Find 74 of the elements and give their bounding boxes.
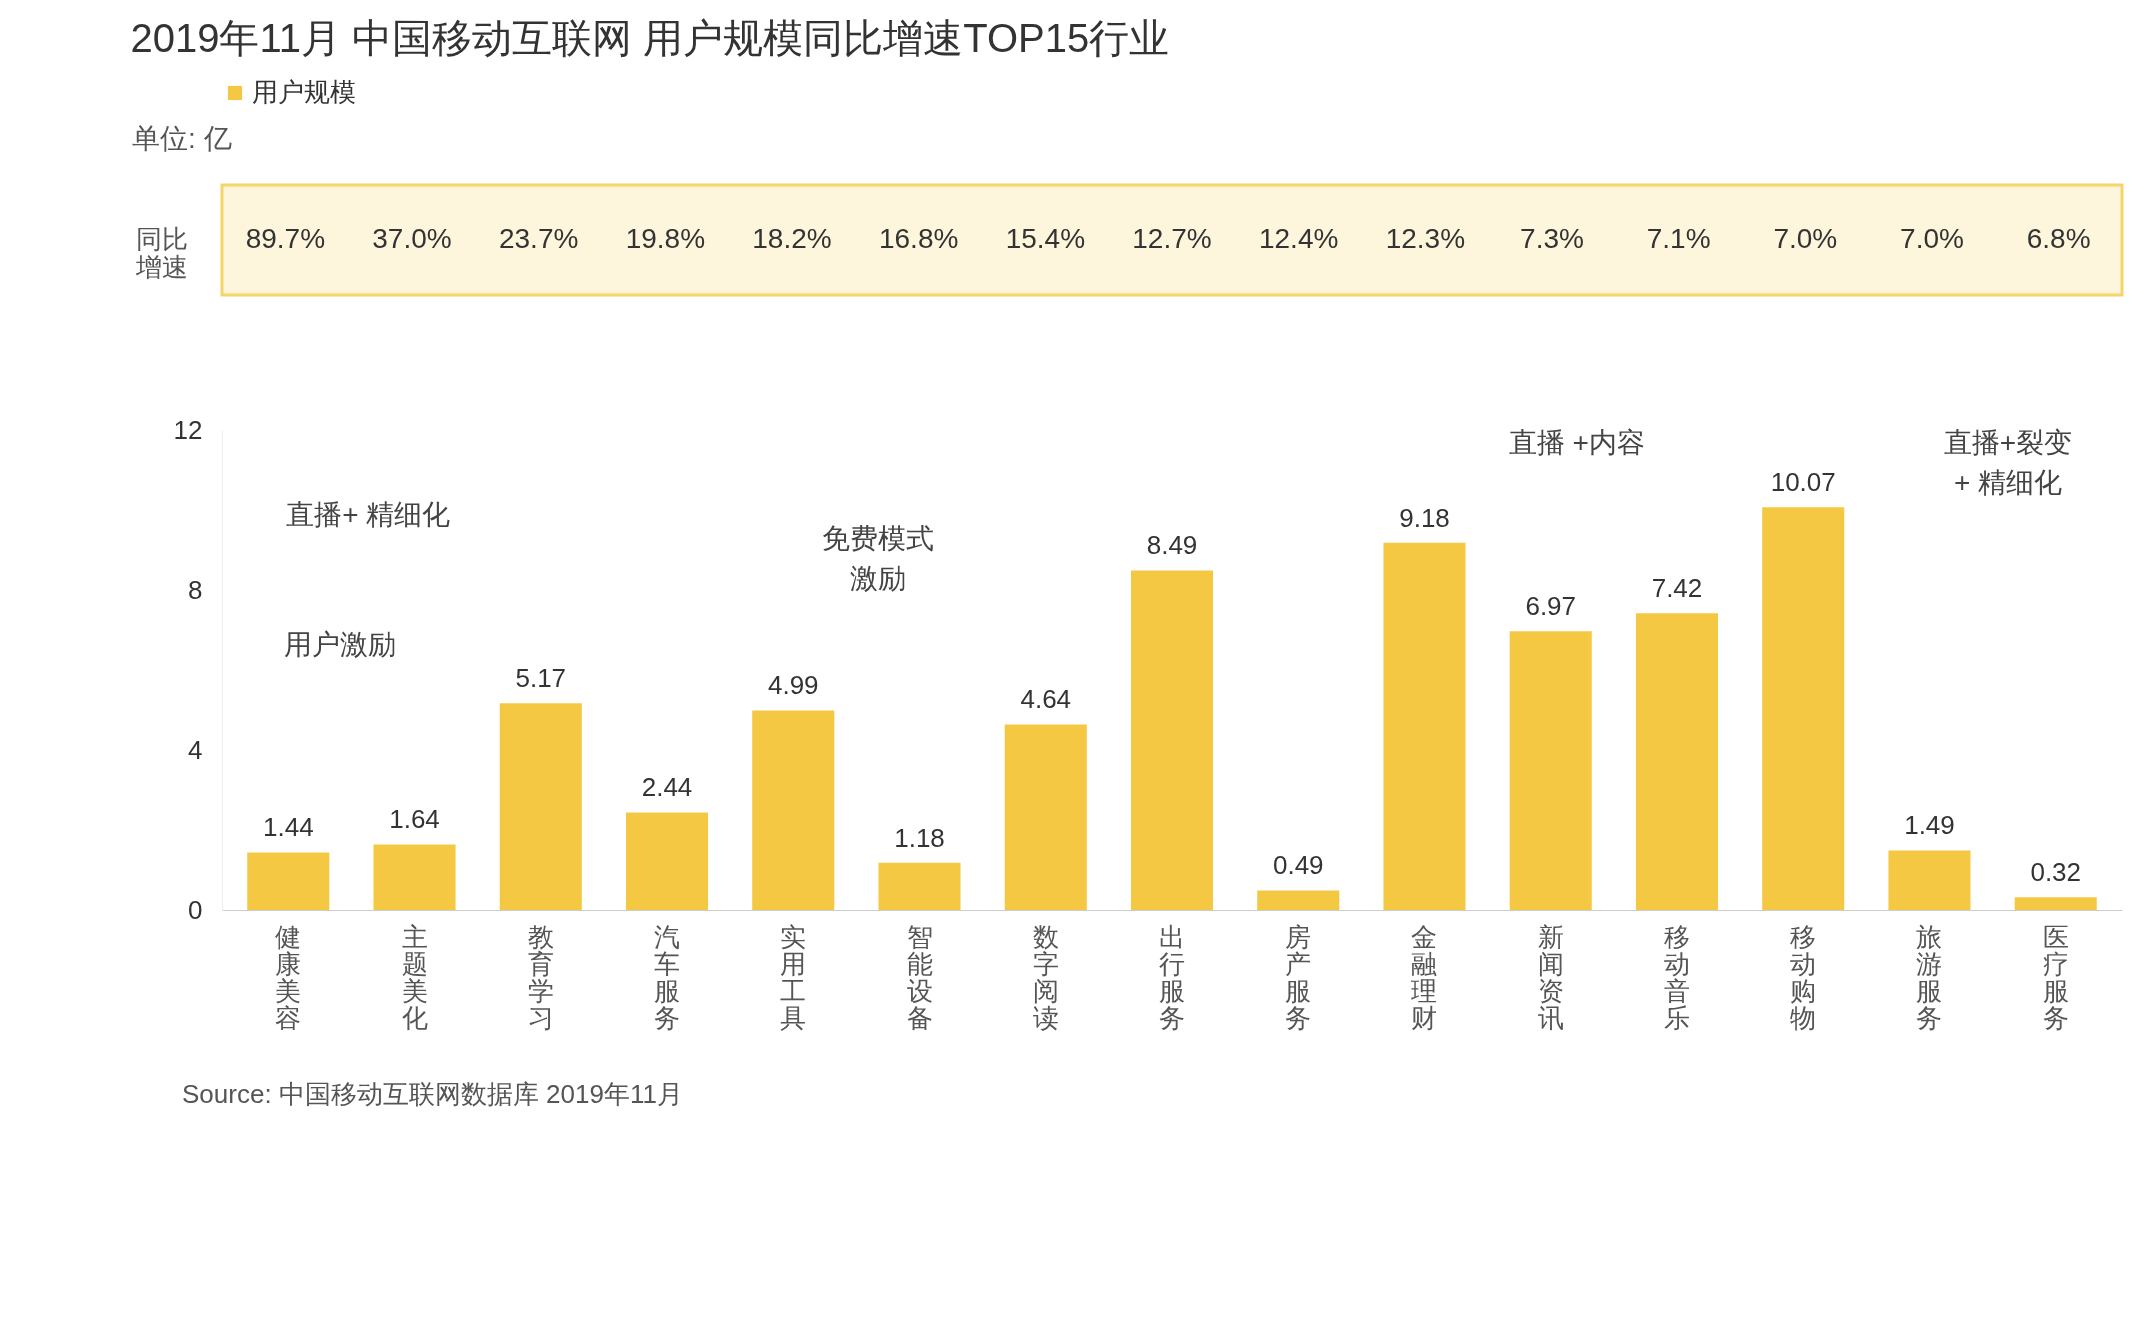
bar xyxy=(1888,850,1971,910)
data-label: 9.18 xyxy=(1399,502,1450,533)
x-tick-label: 健康美容 xyxy=(275,921,302,1033)
annotation: 直播+裂变+ 精细化 xyxy=(1943,427,2073,499)
bar xyxy=(373,844,456,910)
data-label: 0.49 xyxy=(1272,850,1324,881)
data-label: 1.18 xyxy=(894,822,945,853)
x-tick-label: 房产服务 xyxy=(1285,921,1312,1033)
x-tick-label: 数字阅读 xyxy=(1032,921,1059,1033)
x-tick-label: 出行服务 xyxy=(1159,921,1185,1033)
text: 23.7% xyxy=(498,223,579,254)
bar xyxy=(1130,570,1214,910)
bar xyxy=(1762,507,1845,910)
text: 12.4% xyxy=(1258,223,1339,254)
text: 单位: 亿 xyxy=(132,123,232,154)
bar xyxy=(499,703,582,910)
x-tick-label: 新闻资讯 xyxy=(1537,921,1564,1033)
text: 89.7% xyxy=(245,223,326,254)
x-tick-label: 金融理财 xyxy=(1411,921,1438,1033)
x-tick-label: 实用工具 xyxy=(780,921,807,1033)
text: 同比增速 xyxy=(135,224,188,282)
data-label: 8.49 xyxy=(1146,530,1198,561)
data-label: 4.64 xyxy=(1020,684,1072,715)
x-tick-label: 教育学习 xyxy=(527,921,554,1033)
data-label: 4.99 xyxy=(767,670,819,701)
bar xyxy=(2014,897,2097,910)
text: 16.8% xyxy=(878,223,959,254)
data-label: 1.44 xyxy=(262,812,314,843)
bar xyxy=(752,710,835,910)
text: 7.1% xyxy=(1646,223,1711,254)
annotation: 直播+ 精细化 xyxy=(286,499,451,531)
x-tick-label: 移动购物 xyxy=(1790,921,1817,1033)
x-tick-label: 移动音乐 xyxy=(1663,921,1690,1033)
bar xyxy=(1383,542,1466,910)
y-tick-label: 0 xyxy=(188,894,203,925)
data-label: 5.17 xyxy=(515,663,567,694)
data-label: 6.97 xyxy=(1525,591,1577,622)
text: 12.3% xyxy=(1385,223,1466,254)
bar xyxy=(625,812,709,910)
source-note: Source: 中国移动互联网数据库 2019年11月 xyxy=(182,1079,683,1109)
text: 19.8% xyxy=(625,223,706,254)
data-label: 2.44 xyxy=(641,772,693,803)
x-tick-label: 医疗服务 xyxy=(2042,921,2069,1033)
data-label: 7.42 xyxy=(1651,573,1703,604)
chart-title: 2019年11月 中国移动互联网 用户规模同比增速TOP15行业 xyxy=(130,16,1170,60)
annotation: 用户激励 xyxy=(283,629,396,660)
bar xyxy=(1257,890,1340,910)
text: 18.2% xyxy=(752,223,832,254)
text: 6.8% xyxy=(2026,223,2091,254)
data-label: 10.07 xyxy=(1770,467,1836,498)
y-tick-label: 12 xyxy=(173,414,203,445)
x-tick-label: 汽车服务 xyxy=(654,921,681,1033)
data-label: 1.49 xyxy=(1904,810,1955,841)
bar xyxy=(247,852,330,910)
y-tick-label: 4 xyxy=(188,734,203,765)
data-label: 0.32 xyxy=(2030,857,2082,888)
annotation: 免费模式激励 xyxy=(821,523,934,595)
text: 12.7% xyxy=(1132,223,1212,254)
legend-label: 用户规模 xyxy=(252,77,356,107)
bar xyxy=(1509,631,1592,910)
x-tick-label: 智能设备 xyxy=(906,921,933,1033)
x-tick-label: 主题美化 xyxy=(401,921,428,1033)
data-label: 1.64 xyxy=(389,804,440,835)
x-tick-label: 旅游服务 xyxy=(1916,921,1943,1033)
y-tick-label: 8 xyxy=(188,574,203,605)
bar xyxy=(878,862,961,910)
text: 7.0% xyxy=(1773,223,1838,254)
text: 7.3% xyxy=(1520,223,1584,254)
text: 37.0% xyxy=(372,223,452,254)
text: 7.0% xyxy=(1900,223,1964,254)
text: 15.4% xyxy=(1005,223,1086,254)
bar xyxy=(1004,724,1087,910)
annotation: 直播 +内容 xyxy=(1508,427,1645,459)
bar xyxy=(1635,613,1719,910)
